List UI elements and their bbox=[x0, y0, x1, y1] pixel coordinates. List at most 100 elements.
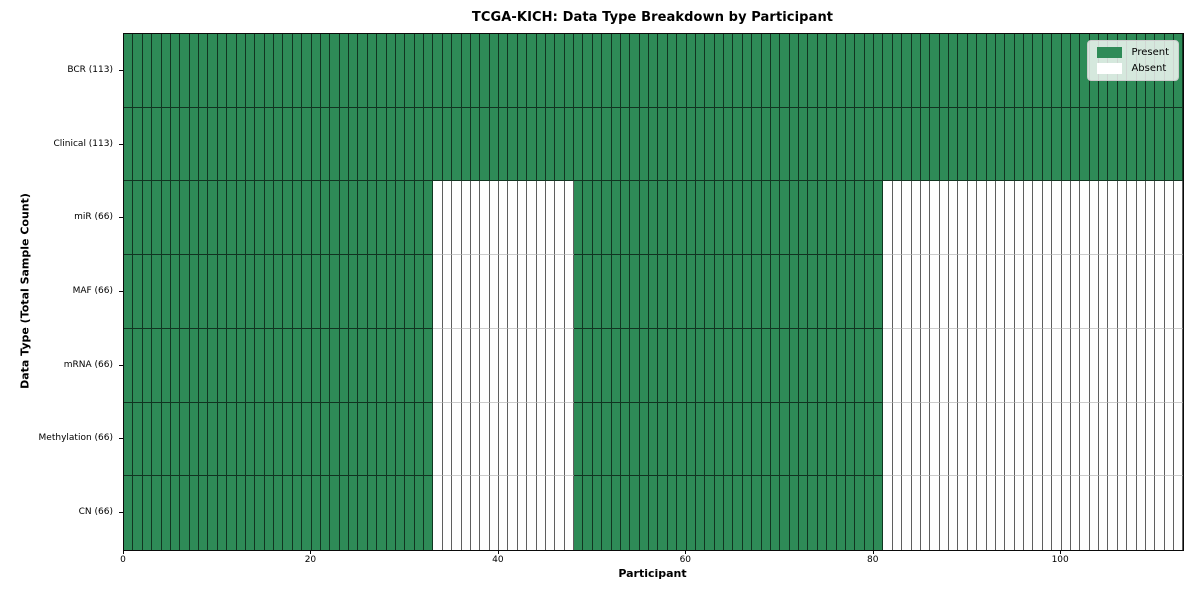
heatmap-cell bbox=[620, 34, 631, 108]
heatmap-cell bbox=[686, 328, 696, 403]
heatmap-cell bbox=[358, 255, 368, 329]
heatmap-cell bbox=[583, 328, 593, 403]
heatmap-cell bbox=[939, 181, 949, 256]
heatmap-cell bbox=[527, 181, 537, 256]
heatmap-cell bbox=[620, 107, 631, 182]
heatmap-cell bbox=[180, 476, 190, 551]
heatmap-cell bbox=[1099, 328, 1109, 403]
heatmap-cell bbox=[977, 181, 987, 256]
heatmap-cell bbox=[564, 476, 574, 551]
heatmap-cell bbox=[1005, 402, 1015, 477]
heatmap-cell bbox=[620, 476, 631, 551]
heatmap-cell bbox=[433, 402, 443, 477]
heatmap-cell bbox=[892, 34, 903, 108]
heatmap-cell bbox=[564, 328, 574, 403]
y-tick-mark bbox=[119, 69, 123, 71]
heatmap-cell bbox=[330, 476, 340, 551]
heatmap-cell bbox=[470, 181, 481, 256]
heatmap-cell bbox=[386, 402, 396, 477]
heatmap-cell bbox=[649, 107, 659, 182]
heatmap-cell bbox=[1127, 328, 1137, 403]
heatmap-cell bbox=[742, 107, 753, 182]
heatmap-cell bbox=[892, 402, 903, 477]
heatmap-cell bbox=[499, 181, 509, 256]
heatmap-cell bbox=[433, 255, 443, 329]
heatmap-cell bbox=[733, 34, 743, 108]
heatmap-cell bbox=[1117, 181, 1128, 256]
heatmap-cell bbox=[236, 107, 246, 182]
heatmap-cell bbox=[452, 181, 462, 256]
heatmap-cell bbox=[827, 328, 837, 403]
heatmap-cell bbox=[133, 107, 143, 182]
x-tick-label: 60 bbox=[679, 555, 692, 565]
heatmap-cell bbox=[199, 34, 209, 108]
heatmap-cell bbox=[170, 402, 181, 477]
heatmap-cell bbox=[499, 34, 509, 108]
heatmap-cell bbox=[1042, 34, 1053, 108]
heatmap-cell bbox=[517, 328, 528, 403]
heatmap-cell bbox=[508, 328, 518, 403]
heatmap-cell bbox=[845, 402, 856, 477]
heatmap-cell bbox=[1070, 402, 1081, 477]
heatmap-cell bbox=[227, 107, 237, 182]
heatmap-cell bbox=[170, 328, 181, 403]
heatmap-cell bbox=[283, 255, 293, 329]
heatmap-cell bbox=[199, 402, 209, 477]
heatmap-cell bbox=[508, 255, 518, 329]
heatmap-cell bbox=[1070, 476, 1081, 551]
heatmap-cell bbox=[217, 476, 228, 551]
heatmap-cell bbox=[274, 328, 284, 403]
heatmap-cell bbox=[489, 402, 499, 477]
heatmap-cell bbox=[827, 107, 837, 182]
heatmap-cell bbox=[245, 402, 256, 477]
heatmap-cell bbox=[405, 255, 415, 329]
heatmap-cell bbox=[367, 402, 378, 477]
y-tick-mark bbox=[119, 364, 123, 366]
heatmap-cell bbox=[714, 181, 724, 256]
heatmap-cell bbox=[939, 328, 949, 403]
heatmap-cell bbox=[695, 328, 706, 403]
heatmap-cell bbox=[1080, 255, 1090, 329]
heatmap-cell bbox=[1005, 107, 1015, 182]
heatmap-row bbox=[124, 34, 1184, 108]
heatmap-cell bbox=[874, 107, 884, 182]
heatmap-cell bbox=[217, 255, 228, 329]
heatmap-cell bbox=[527, 328, 537, 403]
heatmap-cell bbox=[349, 181, 359, 256]
heatmap-cell bbox=[883, 107, 893, 182]
heatmap-cell bbox=[592, 476, 603, 551]
heatmap-cell bbox=[1127, 255, 1137, 329]
heatmap-cell bbox=[939, 34, 949, 108]
heatmap-cell bbox=[1014, 107, 1024, 182]
heatmap-cell bbox=[517, 255, 528, 329]
heatmap-cell bbox=[255, 34, 265, 108]
heatmap-cell bbox=[527, 34, 537, 108]
heatmap-cell bbox=[311, 255, 321, 329]
heatmap-cell bbox=[967, 476, 978, 551]
heatmap-cell bbox=[883, 476, 893, 551]
heatmap-cell bbox=[283, 476, 293, 551]
heatmap-cell bbox=[695, 34, 706, 108]
legend-item-absent: Absent bbox=[1097, 63, 1169, 74]
heatmap-cell bbox=[1061, 107, 1071, 182]
heatmap-cell bbox=[339, 34, 349, 108]
heatmap-cell bbox=[1117, 255, 1128, 329]
heatmap-cell bbox=[1052, 34, 1062, 108]
heatmap-cell bbox=[649, 402, 659, 477]
heatmap-cell bbox=[770, 402, 781, 477]
heatmap-cell bbox=[1033, 328, 1043, 403]
heatmap-cell bbox=[527, 107, 537, 182]
heatmap-cell bbox=[508, 107, 518, 182]
heatmap-cell bbox=[264, 328, 274, 403]
heatmap-cell bbox=[649, 476, 659, 551]
heatmap-cell bbox=[330, 402, 340, 477]
heatmap-cell bbox=[133, 34, 143, 108]
legend-swatch-present-icon bbox=[1097, 47, 1123, 58]
heatmap-cell bbox=[1089, 328, 1099, 403]
heatmap-cell bbox=[489, 328, 499, 403]
heatmap-cell bbox=[958, 328, 968, 403]
heatmap-cell bbox=[827, 476, 837, 551]
heatmap-cell bbox=[320, 402, 331, 477]
heatmap-cell bbox=[339, 476, 349, 551]
heatmap-cell bbox=[855, 181, 865, 256]
